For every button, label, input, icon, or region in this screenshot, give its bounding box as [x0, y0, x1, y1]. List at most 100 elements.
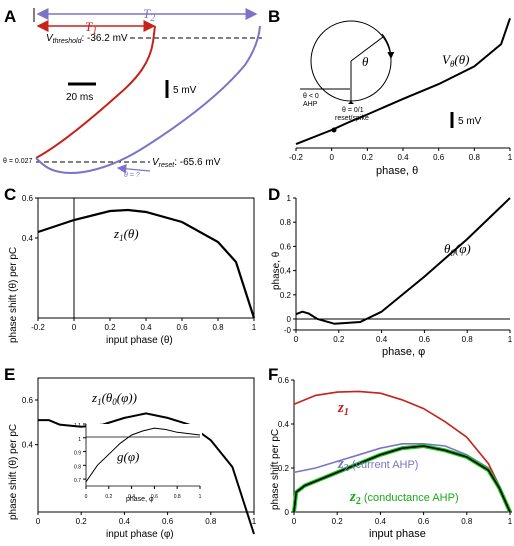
d-xtick-label: 0 — [294, 335, 299, 344]
e-curve — [38, 412, 255, 535]
b-start-dot — [331, 127, 337, 133]
c-xtick-label: 1 — [252, 323, 257, 332]
b-neg-text2: AHP — [303, 101, 318, 108]
c-xtick-label: 0.2 — [104, 323, 116, 332]
b-zero-text2: reset/spike — [335, 115, 369, 122]
d-ytick-label: 0.8 — [280, 218, 292, 227]
e-ytick-label: 0.4 — [22, 441, 34, 450]
f-z1-label: z1 — [337, 400, 349, 418]
d-curve-label: θ0(φ) — [444, 241, 471, 258]
b-xtick-label: 0.4 — [397, 153, 409, 162]
theta-start-label: θ = 0.027 — [3, 158, 32, 165]
ei-ytick-label: 0.7 — [74, 478, 81, 484]
c-z1-curve — [37, 208, 256, 319]
d-theta0-curve — [295, 197, 511, 325]
d-ytick-label: 0 — [287, 315, 292, 324]
ei-ytick-label: 0.8 — [74, 464, 81, 470]
f-xlabel: input phase — [369, 528, 426, 540]
theta-q-arrow — [116, 164, 151, 174]
f-xtick-label: 0.4 — [375, 517, 387, 526]
d-xtick-label: 0.8 — [462, 335, 474, 344]
e-ytick-label: 0.6 — [22, 396, 34, 405]
f-ticks: 0 0.2 0.4 0.6 0.8 1 0 0.2 0.4 0.6 — [278, 376, 513, 526]
e-inset-label: g(φ) — [117, 449, 139, 464]
e-xtick-label: 1 — [252, 517, 257, 526]
b-scale-label: 5 mV — [458, 116, 482, 127]
e-inset-bg — [86, 424, 202, 484]
f-z2b-label: z2 (conductance AHP) — [349, 489, 459, 507]
ei-xtick-label: 0 — [85, 494, 88, 500]
panel-b: B -0.2 0 0.2 0.4 0.6 0.8 1 phase, θ θ θ < 0 AH… — [268, 7, 513, 177]
vthreshold-label: Vthreshold: -36.2 mV — [46, 33, 128, 45]
panel-label-d: D — [268, 185, 280, 204]
ei-xtick-label: 1 — [199, 494, 202, 500]
c-xtick-label: 0.4 — [140, 323, 152, 332]
volt-scale-label: 5 mV — [173, 85, 197, 96]
e-inset-curve — [85, 427, 201, 483]
ei-xtick-label: 0.2 — [105, 494, 112, 500]
b-zero-text1: θ = 0/1 — [342, 107, 364, 114]
panel-label-c: C — [4, 185, 16, 204]
b-neg-text1: θ < 0 — [303, 93, 319, 100]
ei-xtick-label: 0.8 — [174, 494, 181, 500]
panel-f: F 0 0.2 0.4 0.6 0.8 1 0 0.2 0.4 0.6 z1 z2 (current… — [268, 365, 513, 540]
d-ylabel: phase, θ — [271, 251, 282, 290]
f-xtick-label: 1 — [508, 517, 513, 526]
c-curve-label: z1(θ) — [113, 226, 139, 243]
b-theta-label: θ — [362, 54, 369, 69]
d-ytick-label: 0.2 — [280, 291, 292, 300]
e-ylabel: phase shift (θ) per pC — [8, 424, 19, 520]
f-z1-curve — [293, 390, 511, 513]
f-ytick-label: 0.6 — [278, 376, 290, 385]
ei-ytick-label: 1 — [78, 437, 81, 443]
b-voltage-curve — [295, 17, 511, 146]
c-frame — [37, 197, 255, 319]
blue-trace — [35, 25, 261, 174]
ei-ytick-label: 0.9 — [74, 451, 81, 457]
e-xtick-label: 0.2 — [76, 517, 88, 526]
panel-label-f: F — [268, 365, 278, 384]
d-ytick-label: 1 — [287, 194, 292, 203]
b-xlabel: phase, θ — [376, 165, 418, 177]
panel-a: A T2 T1 Vthreshold: -36.2 mV Vreset: -65… — [3, 6, 262, 179]
f-xtick-label: 0.8 — [461, 517, 473, 526]
red-trace — [35, 25, 156, 159]
e-ticks: 0 0.2 0.4 0.6 0.8 1 0.4 0.6 — [22, 396, 257, 526]
f-ytick-label: 0.2 — [278, 464, 290, 473]
b-curve-label: Vθ(θ) — [442, 52, 469, 69]
e-xlabel: input phase (φ) — [106, 529, 174, 540]
f-z2-conductance-curve — [293, 445, 511, 513]
d-ytick-label: -0 — [284, 326, 292, 335]
f-xtick-label: 0 — [292, 517, 297, 526]
c-xlabel: input phase (θ) — [106, 335, 173, 346]
b-xtick-label: 1 — [508, 153, 513, 162]
e-xtick-label: 0 — [36, 517, 41, 526]
e-inset-xlabel: phase, φ — [126, 496, 154, 503]
b-xtick-label: -0.2 — [289, 153, 303, 162]
ei-ytick-label: 1.1 — [74, 423, 81, 429]
b-x-ticks: -0.2 0 0.2 0.4 0.6 0.8 1 — [289, 148, 513, 162]
panel-label-a: A — [4, 7, 16, 26]
b-xtick-label: 0.8 — [469, 153, 481, 162]
vreset-label: Vreset: -65.6 mV — [152, 157, 221, 169]
e-inset-ticks: 0 0.2 0.4 0.6 0.8 1 0.7 0.8 0.9 1 1.1 — [74, 423, 202, 500]
panel-d: D 0 0.2 0.4 0.6 0.8 1-000.20.40.60.81 θ0(φ) p… — [268, 185, 513, 358]
c-ytick-label: 0.6 — [22, 194, 34, 203]
c-xtick-label: 0 — [72, 323, 77, 332]
e-xtick-label: 0.4 — [119, 517, 131, 526]
panel-e: E 0 0.2 0.4 0.6 0.8 1 0.4 0.6 z1(θ0(φ)) 0 0.2 0.4… — [4, 365, 257, 540]
d-xtick-label: 0.6 — [419, 335, 431, 344]
d-ytick-label: 0.4 — [280, 267, 292, 276]
ei-xtick-label: 0.4 — [128, 494, 135, 500]
b-reset-marker — [348, 101, 354, 104]
e-curve-label: z1(θ0(φ)) — [91, 390, 137, 407]
c-xtick-label: -0.2 — [31, 323, 45, 332]
d-xlabel: phase, φ — [382, 346, 425, 358]
panel-label-e: E — [4, 365, 15, 384]
c-xtick-label: 0.8 — [212, 323, 224, 332]
d-ytick-label: 0.6 — [280, 242, 292, 251]
d-xtick-label: 1 — [508, 335, 513, 344]
e-xtick-label: 0.8 — [205, 517, 217, 526]
t2-label: T2 — [143, 6, 155, 24]
